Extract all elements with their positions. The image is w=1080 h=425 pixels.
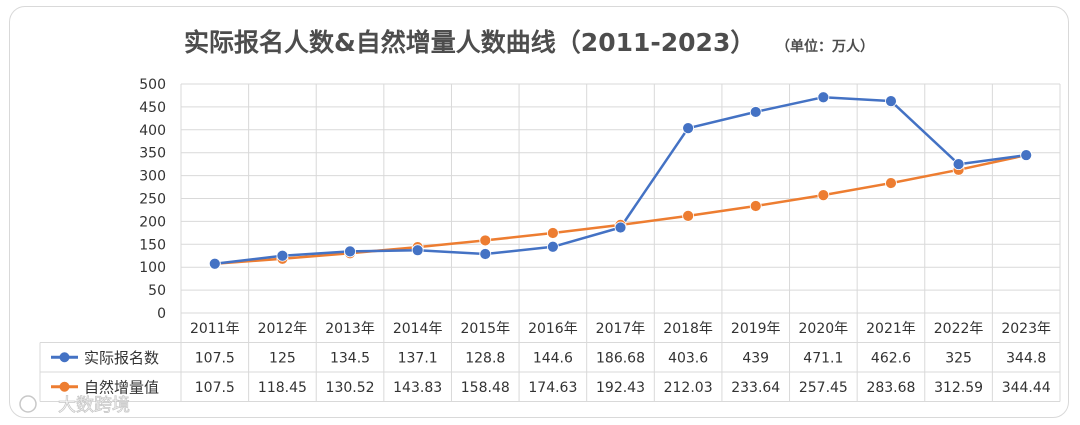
data-label: 118.45 — [258, 380, 307, 396]
data-label: 128.8 — [465, 350, 505, 366]
watermark-text: 大数跨境 — [58, 395, 130, 416]
data-label: 283.68 — [866, 380, 915, 396]
x-tick-label: 2012年 — [258, 321, 308, 337]
y-tick-label: 250 — [139, 192, 166, 208]
data-label: 158.48 — [461, 380, 510, 396]
x-tick-label: 2023年 — [1001, 321, 1051, 337]
data-point — [682, 122, 695, 135]
chart-frame — [9, 6, 1069, 418]
y-axis: 0 50 100 150 200 250 300 350 400 450 500 — [139, 77, 166, 322]
x-tick-label: 2014年 — [393, 321, 443, 337]
legend-label: 自然增量值 — [84, 378, 159, 396]
data-label: 192.43 — [596, 380, 645, 396]
data-point — [749, 106, 762, 118]
x-tick-label: 2020年 — [799, 321, 849, 337]
data-label: 344.44 — [1002, 380, 1051, 396]
y-tick-label: 150 — [139, 237, 166, 253]
data-point — [817, 189, 830, 201]
data-point — [276, 249, 289, 262]
y-tick-label: 400 — [139, 123, 166, 139]
data-label: 403.6 — [668, 350, 708, 366]
data-point — [817, 91, 830, 104]
data-label: 125 — [269, 350, 296, 366]
data-point — [344, 245, 356, 258]
y-tick-label: 50 — [148, 283, 166, 299]
x-tick-label: 2011年 — [190, 321, 240, 337]
data-label: 233.64 — [731, 380, 780, 396]
unit-note: （单位：万人） — [776, 38, 874, 55]
x-tick-label: 2019年 — [731, 321, 781, 337]
data-label: 471.1 — [803, 350, 843, 366]
legend-key-marker — [59, 352, 70, 363]
data-label: 107.5 — [195, 380, 235, 396]
y-tick-label: 100 — [139, 260, 166, 276]
data-label: 462.6 — [871, 350, 911, 366]
data-label: 212.03 — [664, 380, 713, 396]
data-point — [479, 248, 492, 260]
y-tick-label: 200 — [139, 214, 166, 230]
x-tick-label: 2021年 — [866, 321, 916, 337]
x-tick-label: 2017年 — [596, 321, 646, 337]
data-label: 137.1 — [398, 350, 438, 366]
x-tick-label: 2022年 — [934, 321, 984, 337]
y-tick-label: 0 — [157, 306, 166, 322]
data-point — [546, 240, 559, 253]
data-point — [614, 221, 627, 234]
watermark-logo-icon — [19, 395, 37, 413]
data-label: 134.5 — [330, 350, 370, 366]
data-point — [479, 234, 492, 247]
data-label: 257.45 — [799, 380, 848, 396]
data-point — [749, 200, 762, 212]
series-line — [214, 153, 1027, 266]
x-tick-label: 2013年 — [325, 321, 375, 337]
x-tick-label: 2018年 — [663, 321, 713, 337]
grid — [180, 83, 1061, 402]
data-label: 174.63 — [528, 380, 577, 396]
data-label: 344.8 — [1006, 350, 1046, 366]
data-label: 325 — [945, 350, 972, 366]
data-point — [885, 177, 897, 189]
y-tick-label: 350 — [139, 146, 166, 162]
series — [208, 91, 1033, 270]
data-label: 107.5 — [195, 350, 235, 366]
data-point — [411, 244, 424, 257]
data-label: 186.68 — [596, 350, 645, 366]
data-point — [952, 158, 965, 171]
watermark: 大数跨境 — [19, 395, 130, 416]
chart-title: 实际报名人数&自然增量人数曲线（2011-2023） — [184, 28, 755, 57]
data-label: 312.59 — [934, 380, 983, 396]
data-point — [885, 95, 897, 108]
legend-key-marker — [59, 381, 70, 392]
y-tick-label: 300 — [139, 169, 166, 185]
legend-label: 实际报名数 — [84, 349, 159, 367]
y-tick-label: 450 — [139, 100, 166, 116]
data-label: 130.52 — [326, 380, 375, 396]
data-point — [682, 209, 695, 222]
data-label: 439 — [742, 350, 769, 366]
data-point — [208, 257, 221, 270]
data-point — [546, 227, 559, 239]
data-table: 2011年 2012年 2013年 2014年 2015年 2016年 2017年 2018年… — [39, 321, 1060, 402]
x-tick-label: 2015年 — [460, 321, 510, 337]
x-tick-label: 2016年 — [528, 321, 578, 337]
data-label: 144.6 — [533, 350, 573, 366]
data-point — [1020, 149, 1033, 161]
data-label: 143.83 — [393, 380, 442, 396]
y-tick-label: 500 — [139, 77, 166, 93]
